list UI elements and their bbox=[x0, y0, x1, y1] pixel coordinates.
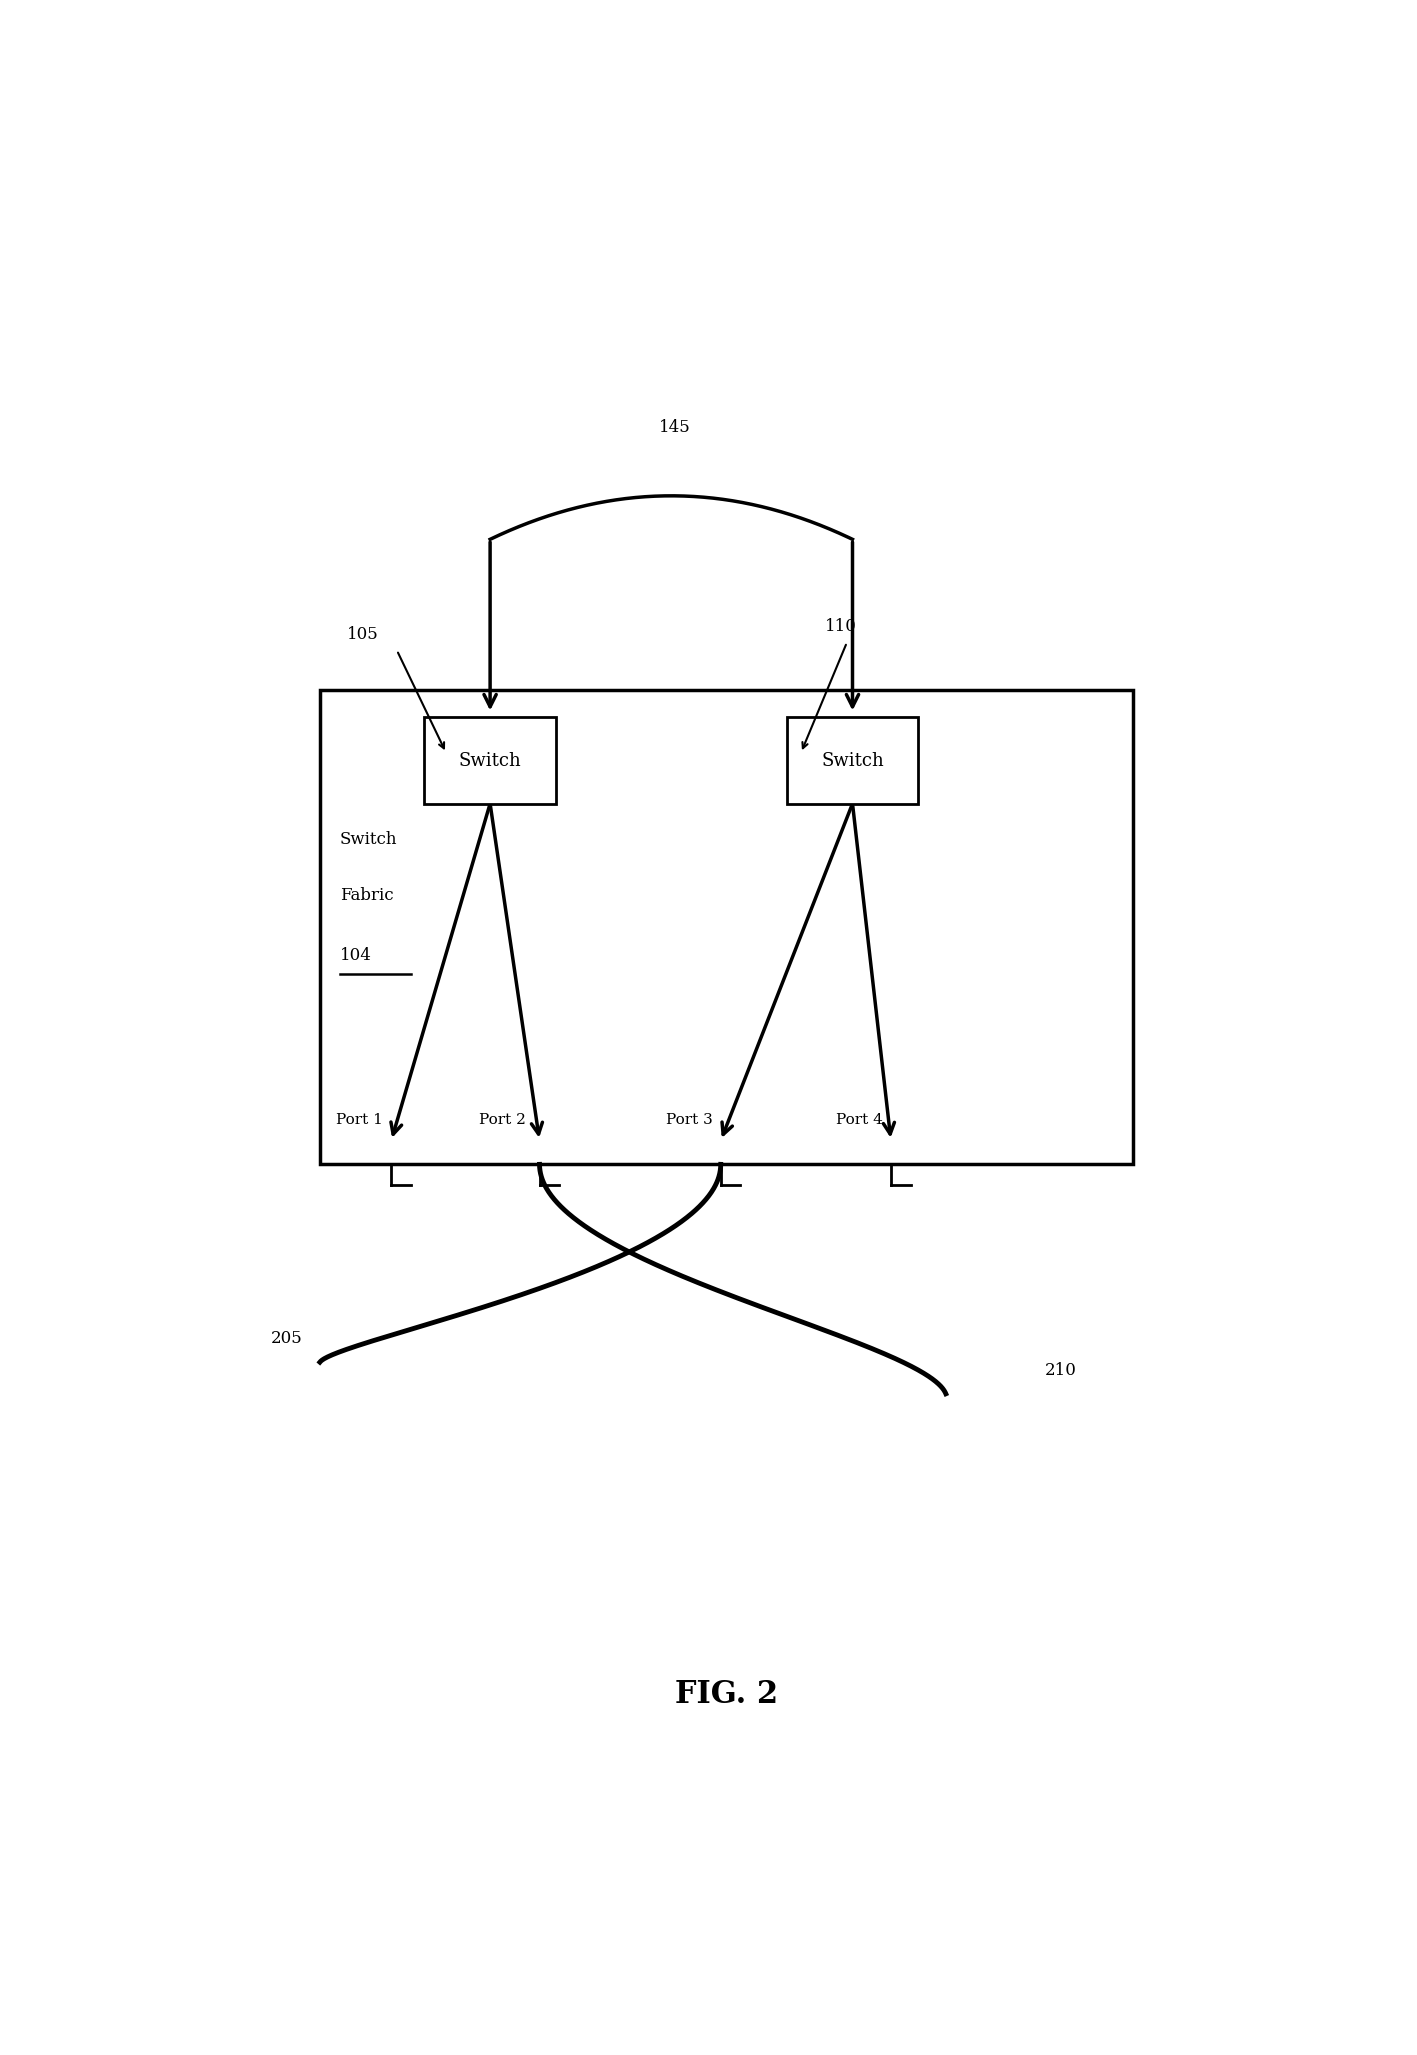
Text: Port 2: Port 2 bbox=[479, 1114, 526, 1126]
Text: 104: 104 bbox=[340, 947, 371, 964]
Text: Fabric: Fabric bbox=[340, 888, 394, 904]
Text: Port 4: Port 4 bbox=[836, 1114, 883, 1126]
Text: 105: 105 bbox=[347, 627, 380, 643]
Text: 210: 210 bbox=[1044, 1362, 1077, 1379]
Text: FIG. 2: FIG. 2 bbox=[674, 1679, 778, 1710]
Text: Switch: Switch bbox=[820, 752, 884, 771]
Text: Port 1: Port 1 bbox=[336, 1114, 383, 1126]
Text: 110: 110 bbox=[825, 619, 857, 635]
Text: Switch: Switch bbox=[459, 752, 521, 771]
Text: 205: 205 bbox=[271, 1330, 302, 1346]
FancyBboxPatch shape bbox=[320, 690, 1132, 1165]
Text: 145: 145 bbox=[659, 419, 690, 436]
FancyBboxPatch shape bbox=[424, 717, 555, 804]
Text: Port 3: Port 3 bbox=[666, 1114, 713, 1126]
Text: Switch: Switch bbox=[340, 832, 397, 849]
FancyBboxPatch shape bbox=[786, 717, 918, 804]
